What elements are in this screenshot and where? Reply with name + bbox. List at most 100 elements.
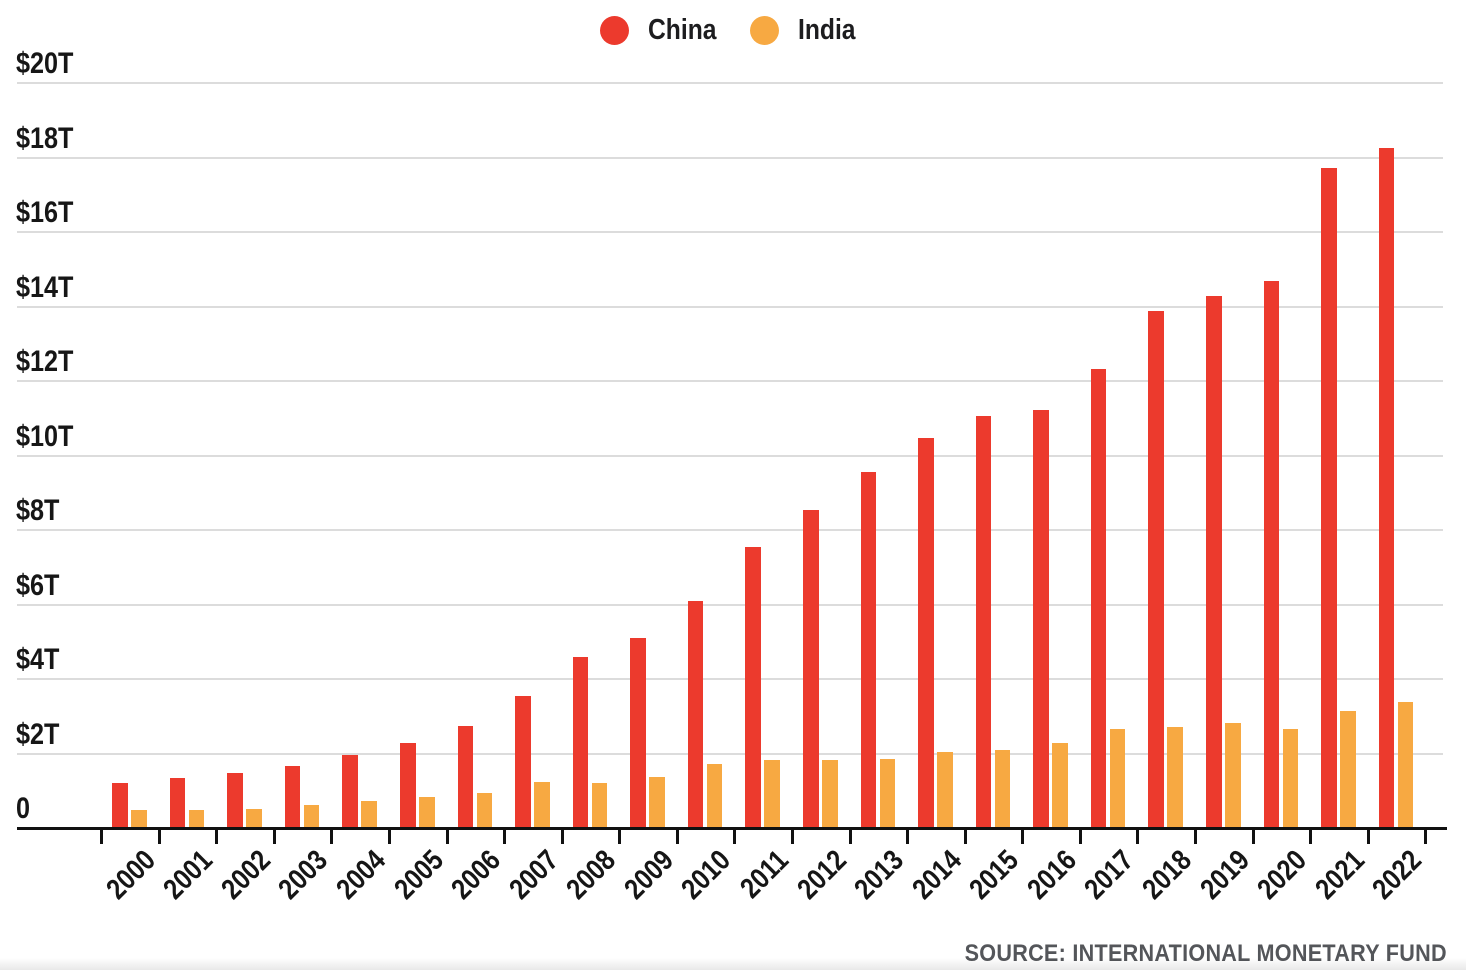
bar-india-2022: [1397, 701, 1414, 828]
y-axis-label-18t: $18T: [16, 121, 74, 155]
y-axis-label-16t: $16T: [16, 196, 74, 229]
x-tick-mark: [675, 829, 679, 844]
legend-label: India: [798, 14, 856, 46]
year-label-2006: 2006: [445, 844, 508, 906]
x-tick-mark: [1136, 829, 1140, 844]
legend: China India: [0, 14, 1466, 47]
x-tick-mark: [963, 829, 967, 844]
y-axis-label-20t: $20T: [16, 47, 74, 80]
bottom-edge-shadow: [0, 958, 1466, 970]
x-tick-mark: [848, 829, 852, 844]
year-label-2017: 2017: [1078, 844, 1141, 906]
source-note: SOURCE: INTERNATIONAL MONETARY FUND: [964, 940, 1447, 967]
year-label-2020: 2020: [1251, 844, 1314, 906]
bar-india-2004: [361, 801, 377, 828]
bar-china-2012: [803, 510, 819, 828]
year-label-2016: 2016: [1021, 844, 1083, 906]
gridline-14t: [17, 305, 1443, 308]
gridline-18t: [17, 156, 1443, 159]
bar-china-2007: [515, 695, 531, 828]
bar-china-2009: [630, 638, 646, 828]
year-label-2015: 2015: [963, 844, 1026, 906]
x-tick-mark: [618, 829, 622, 844]
bar-india-2018: [1167, 727, 1183, 828]
year-label-2008: 2008: [560, 844, 623, 906]
bar-china-2015: [975, 416, 992, 828]
bar-china-2018: [1148, 310, 1164, 828]
legend-label: China: [647, 14, 717, 46]
bar-india-2013: [879, 758, 896, 828]
x-tick-mark: [100, 829, 104, 844]
bar-india-2012: [822, 759, 838, 828]
year-label-2012: 2012: [791, 844, 853, 906]
year-label-2019: 2019: [1194, 844, 1256, 906]
year-label-2000: 2000: [100, 844, 162, 906]
x-tick-mark: [906, 829, 910, 844]
year-label-2001: 2001: [157, 844, 220, 906]
bar-china-2017: [1090, 369, 1107, 828]
x-tick-mark: [157, 829, 161, 844]
gridline-20t: [17, 82, 1443, 84]
bar-india-2014: [937, 752, 953, 828]
year-label-2018: 2018: [1136, 844, 1198, 906]
x-tick-mark: [1021, 829, 1025, 844]
gridline-6t: [17, 603, 1443, 606]
bar-india-2015: [994, 749, 1011, 828]
bar-china-2011: [745, 546, 761, 828]
y-axis-label-14t: $14T: [16, 270, 74, 304]
bar-india-2016: [1052, 742, 1068, 828]
bar-india-2008: [591, 782, 608, 828]
x-tick-mark: [388, 829, 392, 844]
bar-china-2000: [112, 782, 128, 828]
gridline-4t: [17, 678, 1443, 680]
year-label-2009: 2009: [618, 844, 680, 906]
bar-china-2013: [860, 471, 877, 828]
x-tick-mark: [1424, 829, 1428, 844]
x-tick-mark: [503, 829, 507, 844]
bar-india-2021: [1340, 710, 1356, 828]
legend-swatch-china: [599, 16, 629, 45]
legend-swatch-india: [750, 16, 780, 45]
bar-china-2004: [342, 754, 358, 828]
year-label-2010: 2010: [675, 844, 738, 906]
y-axis-label-6t: $6T: [16, 568, 60, 602]
x-tick-mark: [1251, 829, 1255, 844]
gridline-2t: [17, 752, 1443, 755]
gridline-12t: [17, 380, 1443, 382]
year-label-2013: 2013: [848, 844, 911, 906]
legend-item-india: India: [750, 14, 866, 47]
bar-india-2007: [534, 781, 550, 828]
y-axis-label-12t: $12T: [16, 345, 74, 378]
x-tick-mark: [215, 829, 219, 844]
y-axis-label-4t: $4T: [16, 643, 60, 676]
bar-india-2000: [131, 810, 147, 828]
bar-india-2009: [649, 776, 665, 828]
x-tick-mark: [791, 829, 795, 844]
year-label-2003: 2003: [272, 844, 335, 906]
bar-india-2006: [476, 792, 493, 828]
bar-china-2016: [1033, 409, 1049, 828]
bar-china-2021: [1321, 167, 1337, 828]
y-axis-label-8t: $8T: [16, 494, 60, 527]
bar-india-2010: [706, 764, 723, 828]
year-label-2004: 2004: [330, 844, 392, 906]
legend-item-china: China: [599, 14, 729, 47]
bar-india-2011: [764, 760, 780, 828]
bar-china-2008: [572, 657, 589, 828]
bar-india-2017: [1109, 729, 1126, 828]
year-label-2021: 2021: [1309, 844, 1371, 906]
gridline-10t: [17, 454, 1443, 457]
bar-india-2003: [303, 805, 320, 828]
bar-china-2020: [1263, 280, 1280, 828]
x-tick-mark: [1194, 829, 1198, 844]
bar-china-2006: [457, 725, 474, 828]
x-tick-mark: [1309, 829, 1313, 844]
year-label-2007: 2007: [503, 844, 565, 906]
x-tick-mark: [733, 829, 737, 844]
bar-india-2005: [419, 797, 435, 828]
x-tick-mark: [1078, 829, 1082, 844]
bar-china-2003: [284, 766, 301, 828]
x-tick-mark: [330, 829, 334, 844]
year-label-2011: 2011: [734, 844, 795, 905]
